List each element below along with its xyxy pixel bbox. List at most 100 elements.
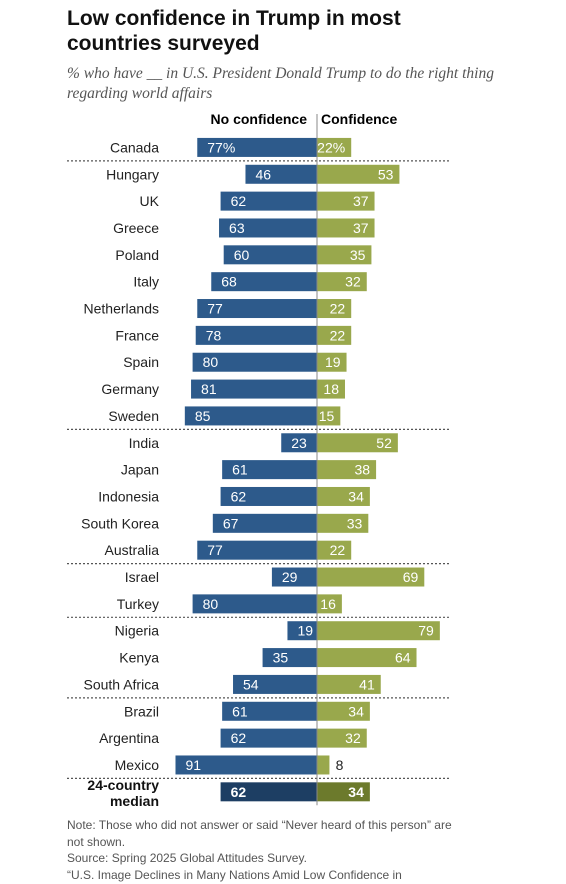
value-label-no-confidence: 46: [255, 166, 271, 182]
category-label: South Africa: [84, 676, 160, 692]
bar-confidence: [317, 755, 330, 775]
value-label-confidence: 22%: [317, 139, 345, 155]
bar-no-confidence: [197, 299, 317, 319]
value-label-confidence: 18: [323, 381, 339, 397]
value-label-confidence: 34: [348, 703, 364, 719]
bar-no-confidence: [220, 782, 317, 802]
bar-no-confidence: [220, 191, 317, 211]
value-label-no-confidence: 23: [291, 435, 307, 451]
bar-confidence: [317, 352, 347, 372]
bar-no-confidence: [262, 648, 317, 668]
value-label-confidence: 38: [355, 462, 371, 478]
bars-group: Canada 77% 22% Hungary 46 53 UK 62 37 Greece 63 37 P…: [67, 114, 450, 809]
bar-confidence: [317, 594, 342, 614]
bar-confidence: [317, 648, 417, 668]
category-label: Sweden: [108, 408, 159, 424]
value-label-no-confidence: 62: [231, 488, 247, 504]
bar-no-confidence: [192, 352, 317, 372]
bar-no-confidence: [220, 728, 317, 748]
value-label-no-confidence: 35: [273, 650, 289, 666]
bar-confidence: [317, 245, 372, 265]
category-label: Nigeria: [115, 623, 160, 639]
category-label: median: [110, 793, 159, 809]
bar-confidence: [317, 299, 352, 319]
bar-confidence: [317, 164, 400, 184]
value-label-no-confidence: 54: [243, 676, 259, 692]
value-label-no-confidence: 19: [297, 623, 313, 639]
bar-confidence: [317, 701, 370, 721]
bar-no-confidence: [281, 433, 317, 453]
bar-no-confidence: [197, 137, 317, 157]
value-label-no-confidence: 80: [203, 354, 219, 370]
value-label-confidence: 34: [348, 488, 364, 504]
category-label: Mexico: [115, 757, 160, 773]
bar-no-confidence: [222, 701, 317, 721]
category-label: Spain: [123, 354, 159, 370]
chart-title: Low confidence in Trump in most countrie…: [67, 7, 401, 55]
bar-no-confidence: [219, 218, 317, 238]
bar-no-confidence: [192, 594, 317, 614]
value-label-no-confidence: 81: [201, 381, 217, 397]
bar-confidence: [317, 567, 425, 587]
bar-confidence: [317, 191, 375, 211]
category-label: Argentina: [99, 730, 159, 746]
value-label-no-confidence: 67: [223, 515, 239, 531]
category-label: Brazil: [124, 703, 159, 719]
category-label: Indonesia: [98, 488, 159, 504]
category-label: Canada: [110, 139, 159, 155]
bar-no-confidence: [220, 486, 317, 506]
value-label-confidence: 79: [418, 623, 434, 639]
value-label-no-confidence: 60: [234, 247, 250, 263]
legend-no-confidence: No confidence: [211, 111, 308, 127]
category-label: UK: [140, 193, 160, 209]
category-label: Australia: [105, 542, 160, 558]
value-label-no-confidence: 62: [231, 784, 247, 800]
category-label: Israel: [125, 569, 159, 585]
value-label-confidence: 8: [336, 757, 344, 773]
bar-no-confidence: [212, 513, 317, 533]
report-title-text: “U.S. Image Declines in Many Nations Ami…: [67, 867, 402, 882]
notes: Note: Those who did not answer or said “…: [67, 817, 467, 883]
bar-no-confidence: [211, 272, 317, 292]
bar-confidence: [317, 513, 369, 533]
category-label: Italy: [133, 274, 159, 290]
value-label-confidence: 16: [320, 596, 336, 612]
bar-no-confidence: [287, 621, 317, 641]
value-label-confidence: 69: [403, 569, 419, 585]
bar-no-confidence: [223, 245, 317, 265]
category-label: France: [115, 327, 159, 343]
value-label-confidence: 34: [348, 784, 364, 800]
value-label-no-confidence: 77: [207, 301, 223, 317]
value-label-confidence: 19: [325, 354, 341, 370]
diverging-bar-chart: No confidence Confidence Canada 77% 22% Hun…: [67, 111, 450, 809]
bar-confidence: [317, 728, 367, 748]
value-label-no-confidence: 91: [185, 757, 201, 773]
value-label-confidence: 37: [353, 193, 369, 209]
value-label-confidence: 15: [319, 408, 335, 424]
bar-confidence: [317, 621, 440, 641]
bar-no-confidence: [222, 460, 317, 480]
value-label-no-confidence: 78: [206, 327, 222, 343]
note-text: Note: Those who did not answer or said “…: [67, 818, 452, 849]
bar-no-confidence: [175, 755, 317, 775]
category-label: Kenya: [119, 650, 159, 666]
value-label-confidence: 64: [395, 650, 411, 666]
value-label-confidence: 52: [376, 435, 392, 451]
value-label-no-confidence: 62: [231, 730, 247, 746]
value-label-no-confidence: 77: [207, 542, 223, 558]
value-label-confidence: 32: [345, 274, 361, 290]
value-label-no-confidence: 68: [221, 274, 237, 290]
category-label: Japan: [121, 462, 159, 478]
value-label-confidence: 22: [330, 301, 346, 317]
value-label-no-confidence: 77%: [207, 139, 235, 155]
bar-confidence: [317, 272, 367, 292]
bar-no-confidence: [191, 379, 317, 399]
value-label-no-confidence: 61: [232, 703, 248, 719]
value-label-no-confidence: 61: [232, 462, 248, 478]
value-label-confidence: 37: [353, 220, 369, 236]
bar-no-confidence: [184, 406, 317, 426]
bar-confidence: [317, 218, 375, 238]
bar-confidence: [317, 540, 352, 560]
bar-no-confidence: [245, 164, 317, 184]
bar-confidence: [317, 460, 377, 480]
